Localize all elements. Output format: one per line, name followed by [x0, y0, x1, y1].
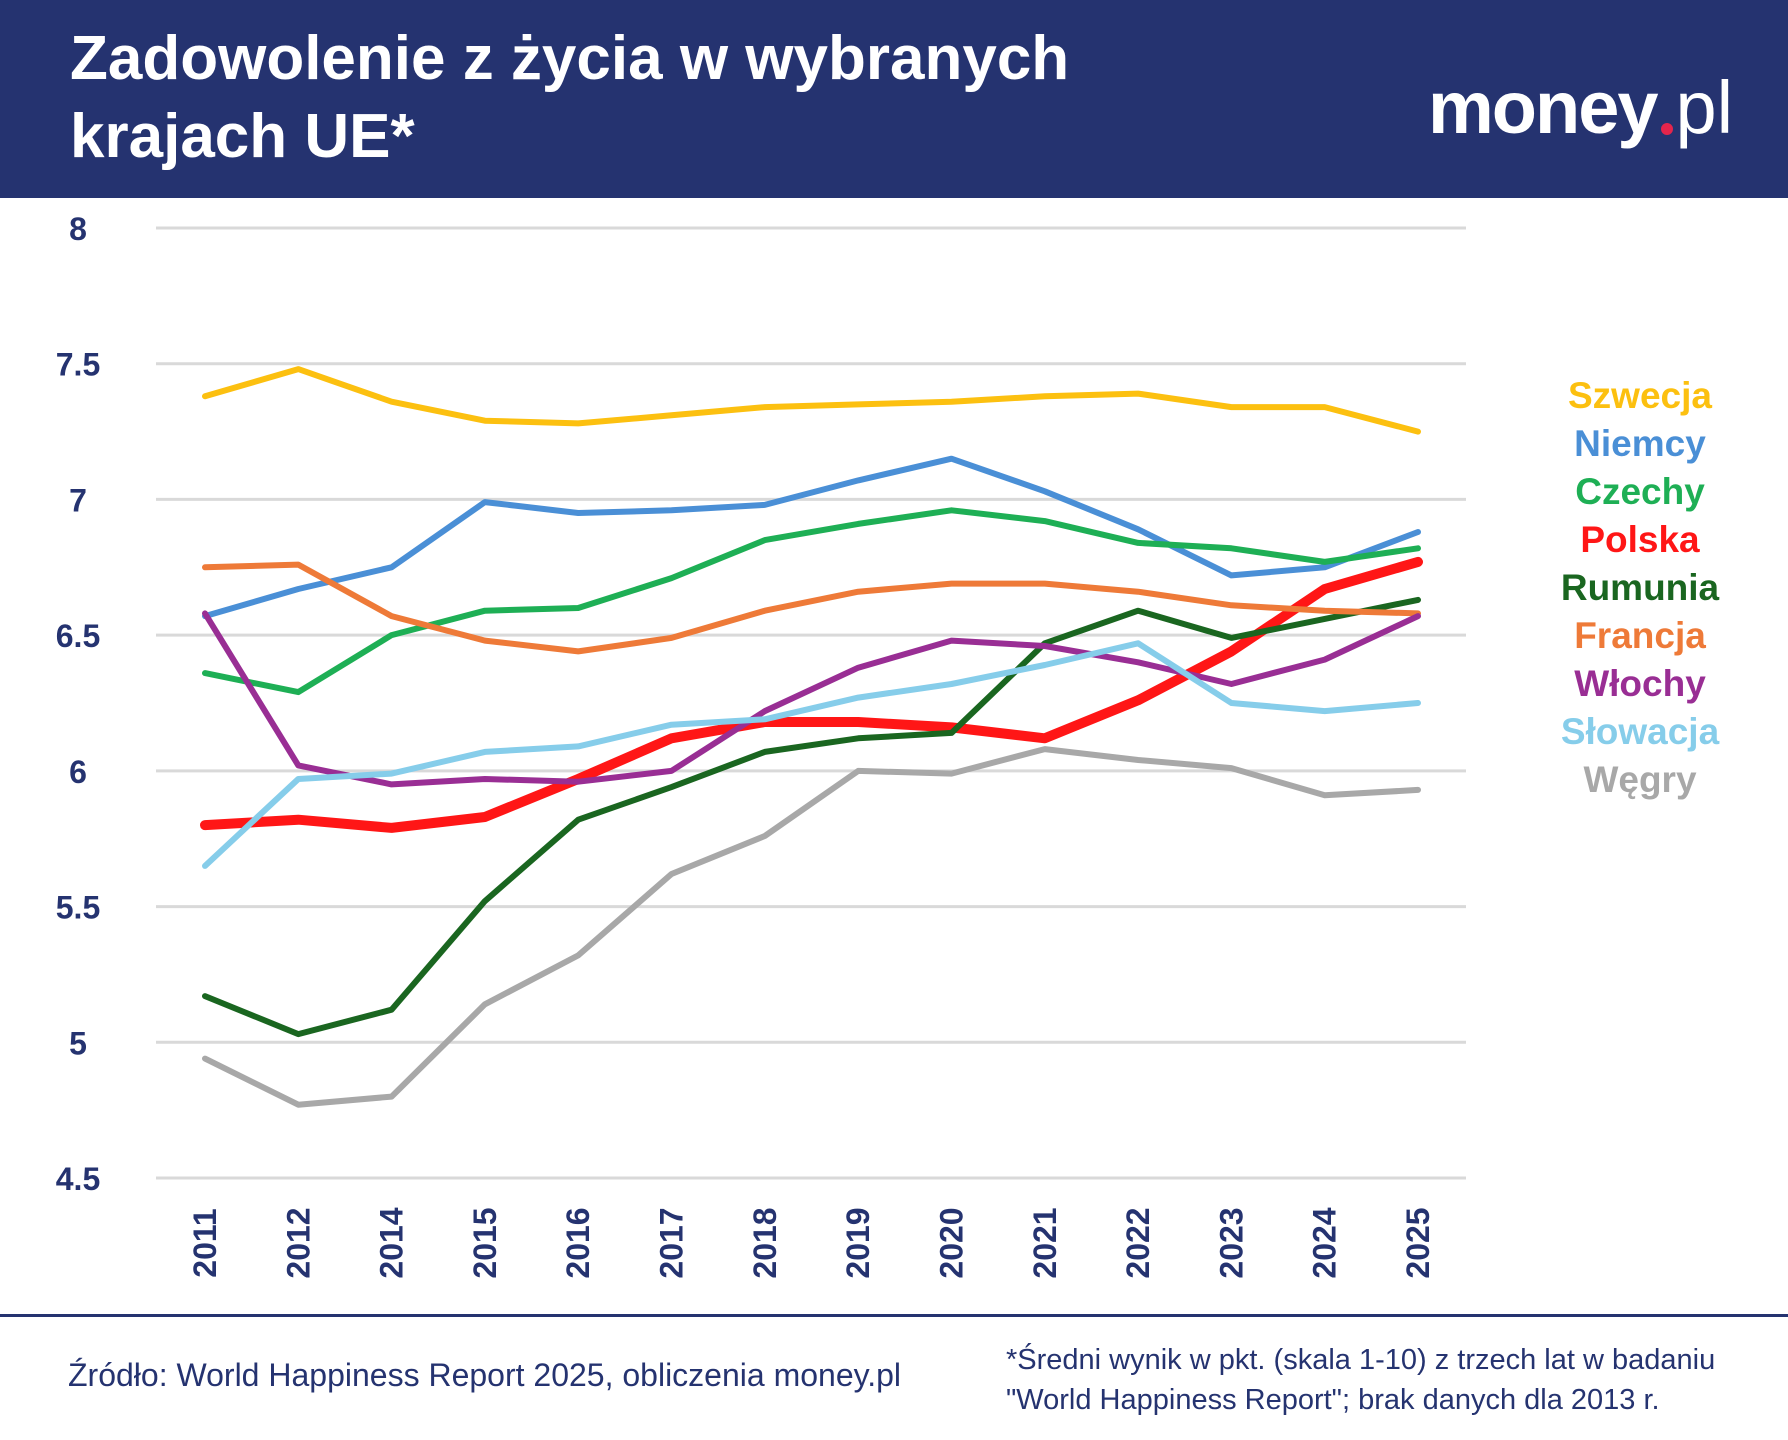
y-tick-label: 6 — [69, 754, 87, 790]
series-line-7 — [202, 640, 1421, 869]
y-tick-label: 5.5 — [56, 890, 100, 926]
x-tick-label: 2025 — [1400, 1207, 1436, 1278]
legend-entry: Słowacja — [1560, 711, 1720, 752]
chart-title: Zadowolenie z życia w wybranych krajach … — [70, 24, 1070, 171]
footnote: *Średni wynik w pkt. (skala 1-10) z trze… — [1006, 1340, 1776, 1420]
line-chart: 4.5 5 5.5 6 6.5 7 7.5 8 2011 2012 2014 2015 2016 2017… — [56, 211, 1466, 1279]
y-tick-label: 6.5 — [56, 618, 100, 654]
series-line-3 — [200, 556, 1423, 833]
legend: Szwecja Niemcy Czechy Polska Rumunia Francja W… — [1520, 372, 1760, 804]
series-line-5 — [202, 561, 1421, 655]
series-line-8 — [202, 746, 1421, 1108]
series-line-4 — [202, 596, 1421, 1038]
y-tick-label: 4.5 — [56, 1161, 100, 1197]
x-tick-label: 2012 — [280, 1207, 316, 1278]
x-tick-label: 2016 — [560, 1207, 596, 1278]
legend-entry: Włochy — [1574, 663, 1706, 704]
legend-entry: Węgry — [1583, 759, 1697, 800]
x-tick-label: 2014 — [374, 1207, 410, 1278]
legend-entry: Francja — [1574, 615, 1706, 656]
y-tick-label: 7 — [69, 482, 87, 518]
x-tick-label: 2019 — [840, 1207, 876, 1278]
header-banner: Zadowolenie z życia w wybranych krajach … — [0, 0, 1788, 198]
legend-entry: Rumunia — [1560, 567, 1720, 608]
y-tick-label: 5 — [69, 1025, 87, 1061]
x-tick-label: 2022 — [1120, 1207, 1156, 1278]
x-tick-label: 2011 — [187, 1208, 223, 1277]
logo-suffix: pl — [1675, 66, 1734, 149]
legend-entry: Szwecja — [1568, 375, 1712, 416]
x-tick-label: 2023 — [1213, 1207, 1249, 1278]
series-line-6 — [202, 610, 1421, 788]
y-tick-label: 8 — [69, 211, 87, 247]
series-line-2 — [202, 507, 1421, 696]
x-tick-label: 2024 — [1307, 1207, 1343, 1278]
source-note: Źródło: World Happiness Report 2025, obl… — [68, 1357, 902, 1393]
x-tick-label: 2020 — [933, 1207, 969, 1278]
footer-divider — [0, 1314, 1788, 1317]
y-tick-label: 7.5 — [56, 347, 100, 383]
x-tick-label: 2018 — [747, 1207, 783, 1278]
logo-main: money — [1428, 66, 1659, 149]
x-tick-label: 2017 — [654, 1207, 690, 1278]
series-line-1 — [202, 455, 1421, 620]
series-line-0 — [202, 366, 1421, 435]
money-pl-logo: money pl — [1428, 58, 1768, 158]
logo-dot-icon — [1660, 123, 1673, 135]
x-tick-label: 2021 — [1027, 1207, 1063, 1278]
footnote-line-1: *Średni wynik w pkt. (skala 1-10) z trze… — [1006, 1344, 1716, 1376]
footnote-line-2: "World Happiness Report"; brak danych dl… — [1006, 1384, 1660, 1416]
legend-entry: Polska — [1580, 519, 1700, 560]
legend-entry: Czechy — [1575, 471, 1705, 512]
x-tick-label: 2015 — [467, 1207, 503, 1278]
legend-entry: Niemcy — [1574, 423, 1706, 464]
